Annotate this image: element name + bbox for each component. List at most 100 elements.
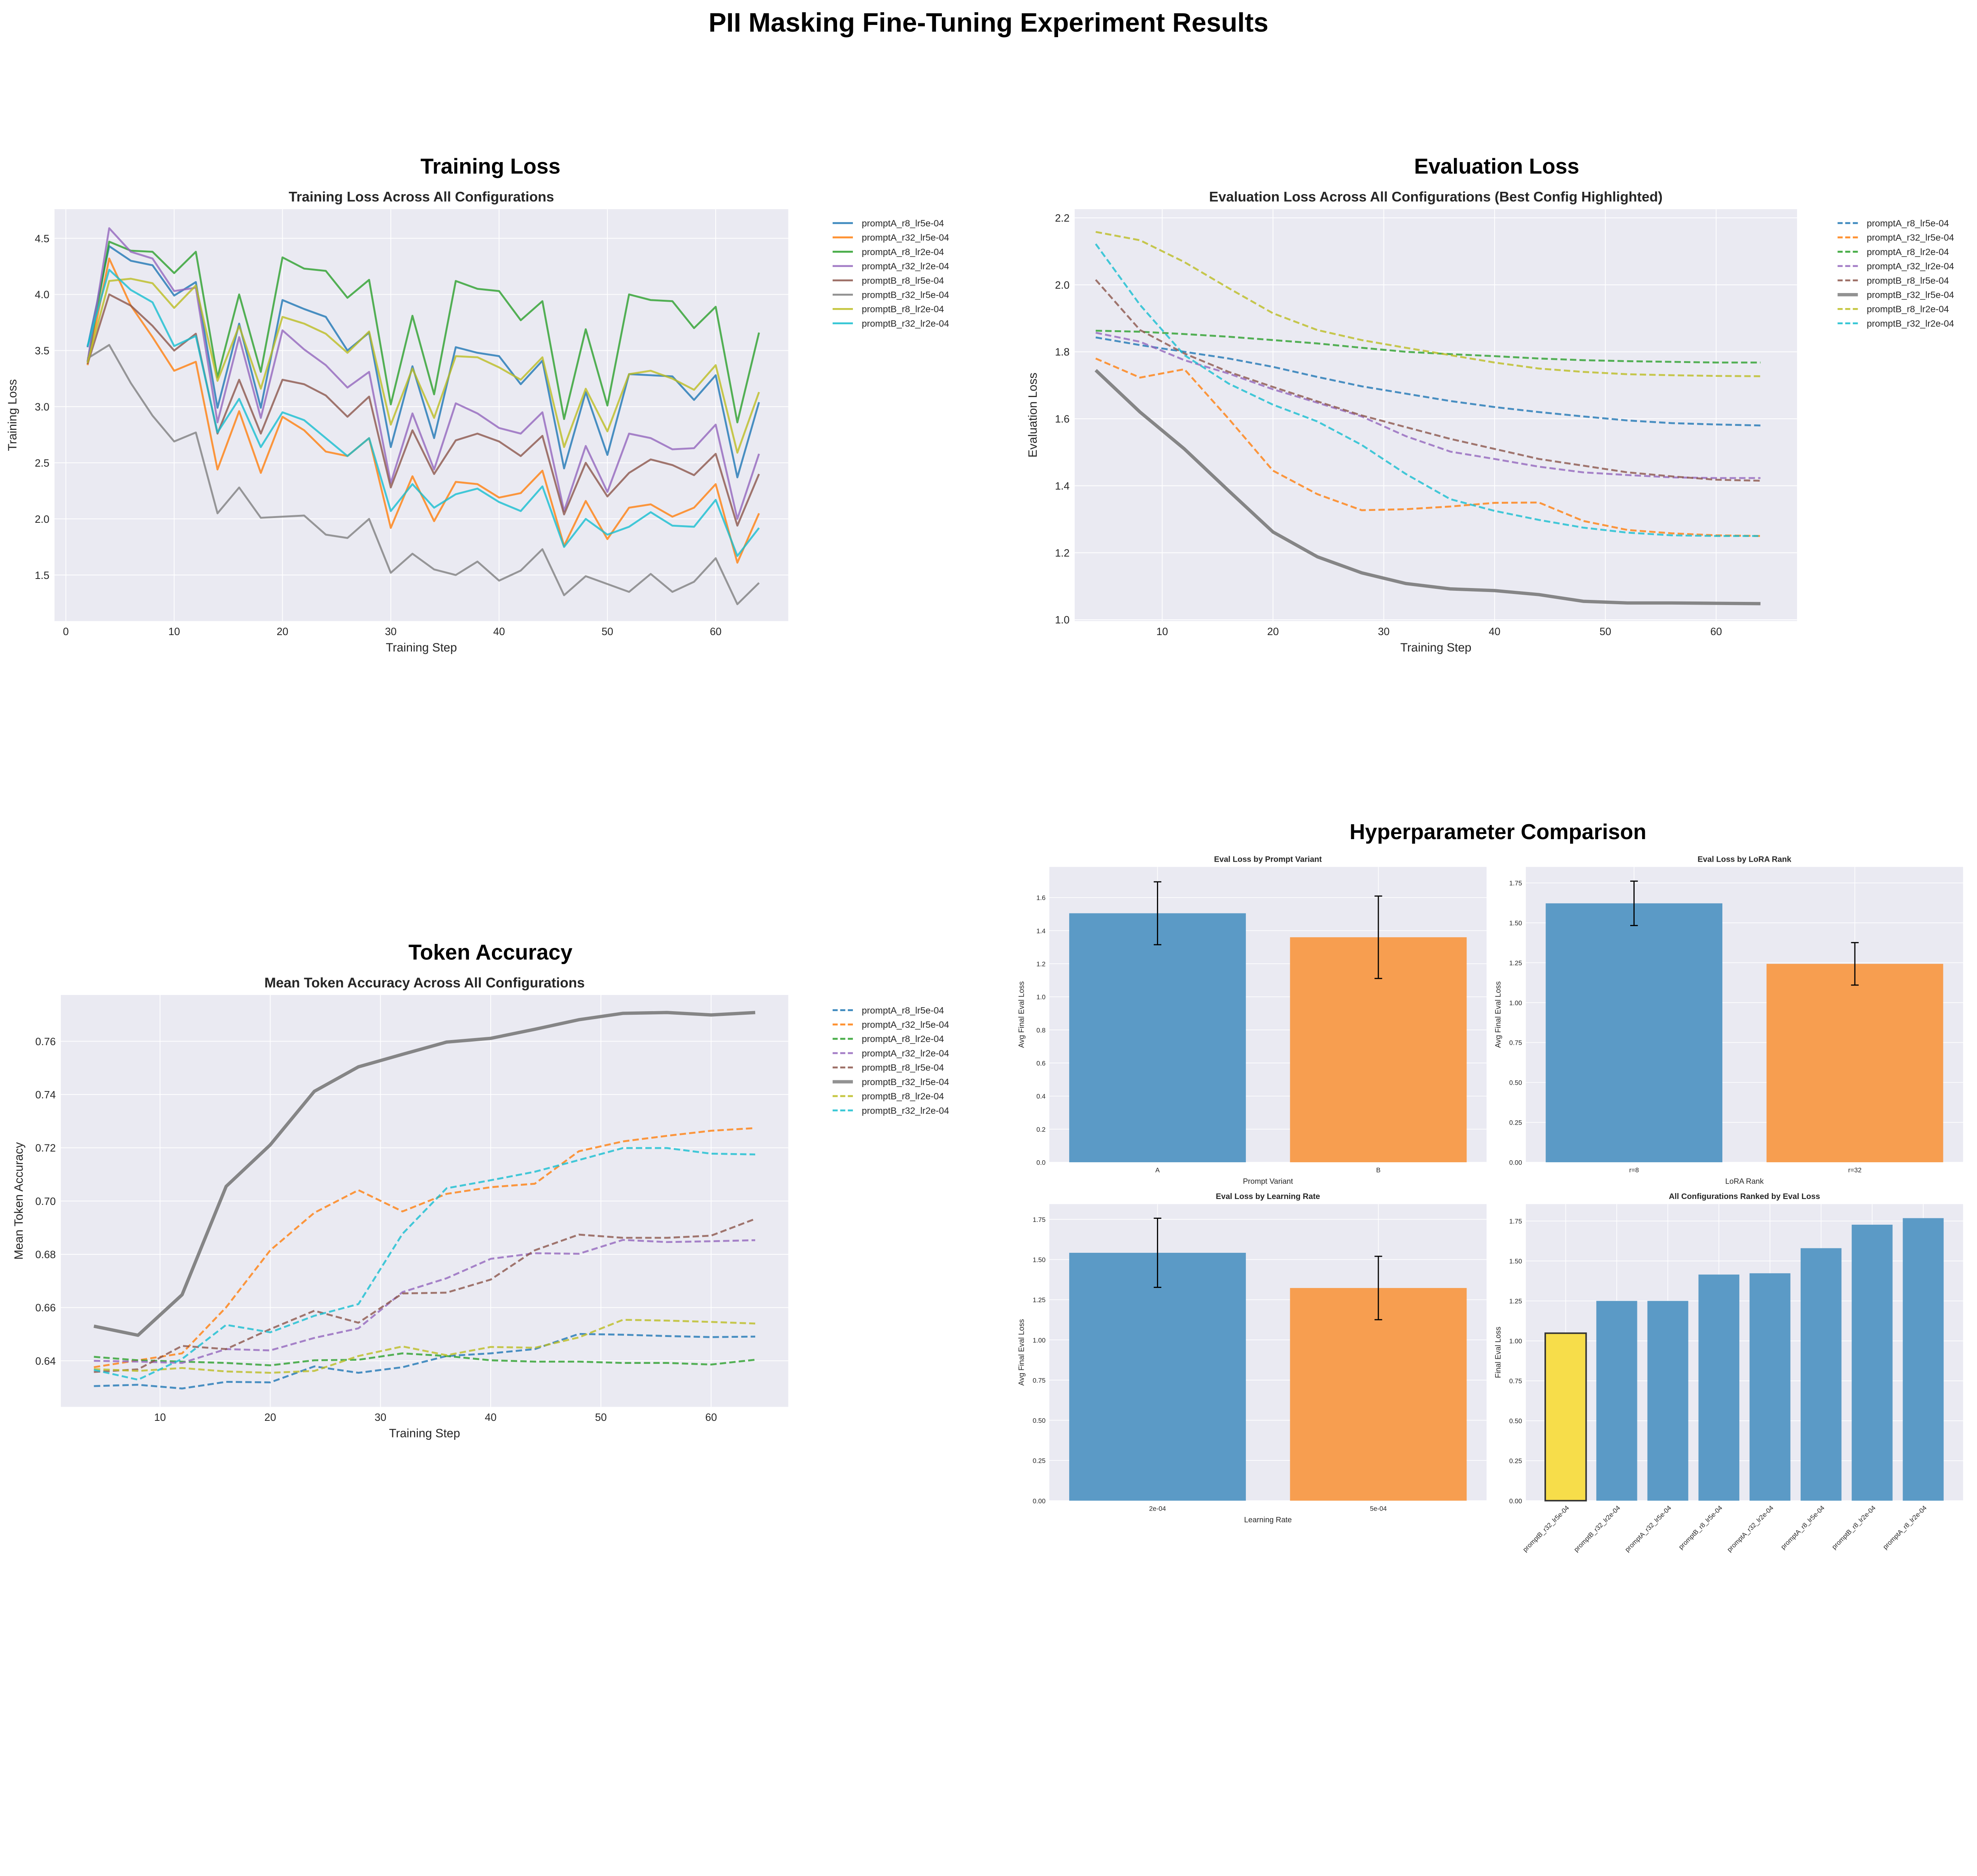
x-tick-label: B	[1376, 1167, 1380, 1174]
bar-promptB_r8_lr5e-04	[1698, 1275, 1739, 1501]
plot-area	[54, 209, 788, 621]
y-tick-label: 3.5	[35, 345, 49, 357]
y-tick-label: 0.0	[1036, 1159, 1045, 1167]
bar-r=8	[1546, 903, 1722, 1163]
legend-label: promptB_r32_lr2e-04	[1867, 318, 1954, 329]
y-tick-label: 1.50	[1033, 1256, 1045, 1264]
series-line-promptB_r8_lr2e-04	[1095, 231, 1761, 377]
x-tick-label: 50	[1599, 626, 1611, 637]
chart-title: Eval Loss by Prompt Variant	[1214, 855, 1322, 864]
y-tick-label: 1.50	[1509, 919, 1522, 927]
y-tick-label: 0.8	[1036, 1027, 1045, 1034]
bar-promptB_r32_lr5e-04	[1544, 1332, 1587, 1502]
x-tick-label: 30	[374, 1411, 386, 1423]
bar-chart-6: 0.000.250.500.751.001.251.501.75promptB_…	[1494, 1192, 1963, 1553]
legend-label: promptB_r8_lr5e-04	[1867, 275, 1949, 286]
y-tick-label: 0.74	[35, 1089, 56, 1101]
series-line-promptB_r32_lr5e-04	[87, 344, 760, 605]
y-axis-label: Avg Final Eval Loss	[1494, 981, 1503, 1048]
bar-chart-3: 0.0 0.2 0.4 0.6 0.8 1.0 1.2 1.4 1.6 A B Eval Loss b…	[1018, 855, 1487, 1186]
chart-title: Eval Loss by Learning Rate	[1216, 1192, 1320, 1201]
experiment-results-figure: PII Masking Fine-Tuning Experiment Resul…	[6, 8, 1963, 1554]
y-axis-label: Avg Final Eval Loss	[1018, 981, 1026, 1048]
y-tick-label: 1.00	[1509, 999, 1522, 1007]
y-tick-label: 1.0	[1036, 993, 1045, 1001]
y-axis-label: Final Eval Loss	[1494, 1327, 1503, 1378]
y-tick-label: 1.25	[1033, 1296, 1045, 1304]
bar-promptA_r8_lr2e-04	[1903, 1218, 1944, 1501]
plot-area	[1074, 209, 1797, 621]
series-line-promptB_r32_lr5e-04	[1094, 369, 1761, 605]
series-line-promptA_r32_lr5e-04	[94, 1127, 756, 1368]
y-tick-label: 0.4	[1036, 1093, 1045, 1100]
series-line-promptA_r8_lr5e-04	[94, 1333, 755, 1390]
y-tick-label: 0.72	[35, 1142, 56, 1154]
y-tick-label: 0.75	[1509, 1039, 1522, 1047]
y-tick-label: 1.4	[1055, 480, 1070, 492]
series-line-promptA_r8_lr2e-04	[1096, 329, 1761, 364]
x-tick-label: 60	[705, 1411, 717, 1423]
main-title: PII Masking Fine-Tuning Experiment Resul…	[709, 8, 1268, 38]
y-tick-label: 1.00	[1033, 1337, 1045, 1344]
chart-title: Mean Token Accuracy Across All Configura…	[265, 975, 585, 991]
legend-label: promptA_r32_lr2e-04	[862, 261, 949, 271]
section-heading-accuracy: Token Accuracy	[408, 940, 573, 964]
series-line-promptB_r8_lr2e-04	[94, 1319, 756, 1374]
y-tick-label: 0.75	[1509, 1377, 1522, 1385]
x-axis-label: Training Step	[386, 641, 457, 654]
x-tick-label: r=32	[1848, 1167, 1862, 1174]
line-chart-2: 10 20 30 40 50 60 0.64 0.66 0.68 0.70 0.72 0.74 0.76…	[12, 975, 949, 1440]
y-tick-label: 2.2	[1055, 212, 1070, 224]
y-tick-label: 0.00	[1033, 1497, 1045, 1505]
bar-promptB_r8_lr2e-04	[1852, 1224, 1893, 1501]
x-tick-label: 50	[595, 1411, 607, 1423]
y-tick-label: 0.50	[1509, 1417, 1522, 1425]
y-tick-label: 4.0	[35, 289, 49, 301]
chart-title: Eval Loss by LoRA Rank	[1697, 855, 1792, 864]
y-tick-label: 0.70	[35, 1195, 56, 1207]
legend-label: promptA_r8_lr2e-04	[862, 247, 944, 257]
y-tick-label: 1.5	[35, 569, 49, 581]
y-tick-label: 1.2	[1055, 547, 1070, 559]
series-line-promptB_r32_lr2e-04	[1095, 243, 1761, 537]
x-tick-label: 40	[1489, 626, 1501, 637]
x-tick-label: r=8	[1629, 1167, 1639, 1174]
x-tick-label: 2e-04	[1149, 1505, 1166, 1512]
section-heading-hyperparameters: Hyperparameter Comparison	[1350, 820, 1646, 844]
legend-label: promptB_r32_lr5e-04	[862, 1077, 949, 1087]
x-tick-label: 5e-04	[1370, 1505, 1387, 1512]
y-tick-label: 1.25	[1509, 959, 1522, 967]
y-tick-label: 0.25	[1033, 1457, 1045, 1465]
y-tick-label: 0.2	[1036, 1126, 1045, 1133]
legend-label: promptB_r8_lr2e-04	[1867, 304, 1949, 314]
legend-label: promptA_r8_lr5e-04	[1867, 218, 1949, 228]
y-tick-label: 0.6	[1036, 1059, 1045, 1067]
x-tick-label: 10	[154, 1411, 166, 1423]
legend-label: promptB_r8_lr5e-04	[862, 275, 944, 286]
bar-promptB_r32_lr2e-04	[1596, 1301, 1637, 1501]
x-tick-label: 40	[485, 1411, 497, 1423]
y-axis-label: Mean Token Accuracy	[12, 1142, 26, 1259]
series-line-promptB_r8_lr2e-04	[87, 278, 760, 454]
series-line-promptA_r8_lr2e-04	[87, 240, 760, 424]
plot-area	[1525, 1204, 1963, 1501]
x-tick-label: 30	[1378, 626, 1390, 637]
x-axis-label: Training Step	[389, 1427, 460, 1440]
y-tick-label: 0.00	[1509, 1497, 1522, 1505]
x-axis-label: Prompt Variant	[1243, 1178, 1293, 1186]
x-tick-label: 0	[63, 626, 69, 637]
series-line-promptA_r32_lr2e-04	[1095, 331, 1761, 479]
y-tick-label: 1.8	[1055, 346, 1070, 358]
bar-r=32	[1766, 964, 1943, 1163]
series-line-promptB_r32_lr2e-04	[93, 1147, 756, 1381]
section-heading-evaluation: Evaluation Loss	[1414, 154, 1579, 178]
legend-label: promptA_r32_lr2e-04	[1867, 261, 1954, 271]
legend-label: promptB_r32_lr2e-04	[862, 1105, 949, 1116]
legend-label: promptB_r32_lr5e-04	[1867, 290, 1954, 300]
bar-2e-04	[1069, 1253, 1246, 1501]
y-tick-label: 0.68	[35, 1248, 56, 1260]
legend-label: promptA_r8_lr2e-04	[1867, 247, 1949, 257]
x-tick-label: 30	[385, 626, 397, 637]
y-tick-label: 1.00	[1509, 1337, 1522, 1345]
y-tick-label: 1.4	[1036, 927, 1045, 935]
